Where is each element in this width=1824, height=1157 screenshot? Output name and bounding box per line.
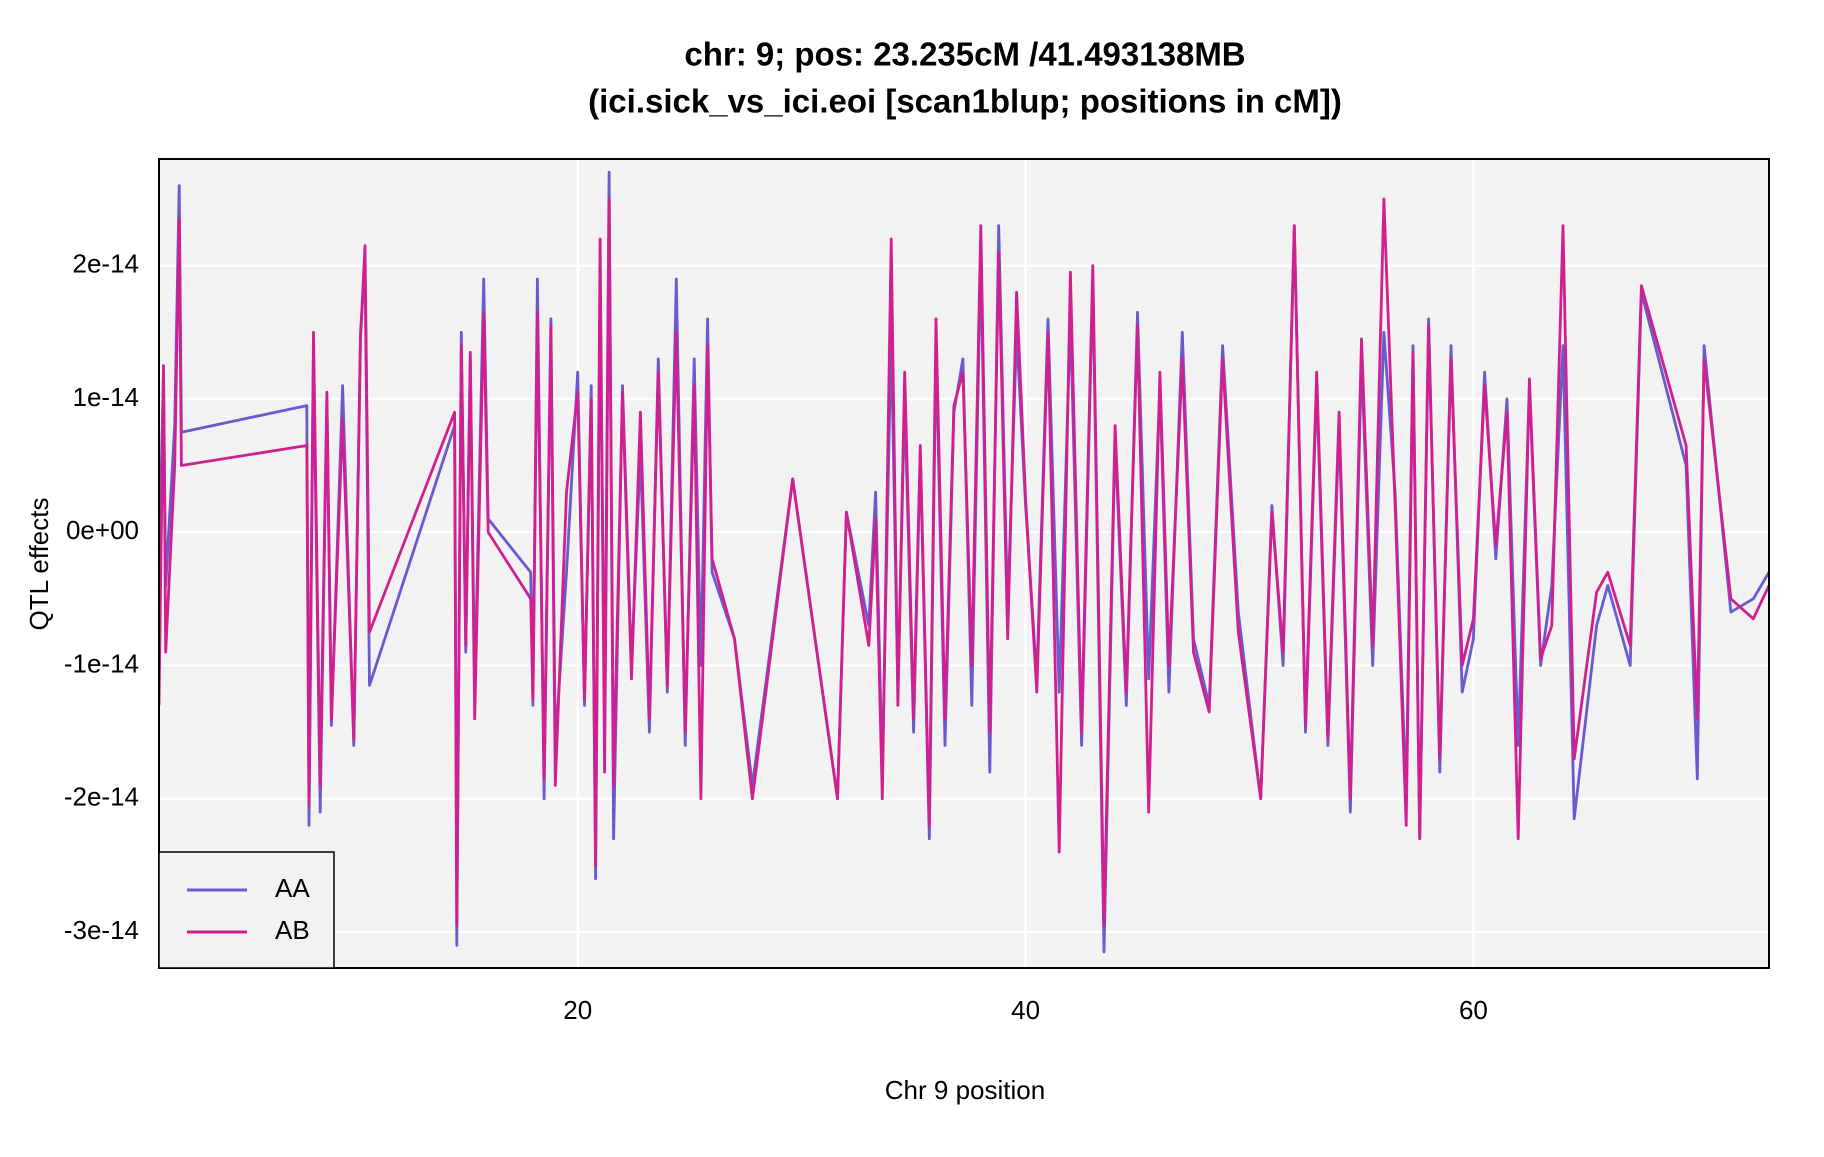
y-tick-label: 2e-14 — [73, 248, 140, 278]
y-tick-label: -2e-14 — [64, 782, 139, 812]
y-tick-label: -3e-14 — [64, 915, 139, 945]
plot-panel — [159, 159, 1769, 968]
x-axis-label: Chr 9 position — [885, 1075, 1045, 1105]
legend-label: AB — [275, 915, 310, 945]
x-tick-label: 60 — [1459, 995, 1488, 1025]
y-tick-label: -1e-14 — [64, 648, 139, 678]
chart-title: chr: 9; pos: 23.235cM /41.493138MB — [684, 36, 1245, 73]
y-tick-label: 1e-14 — [73, 382, 140, 412]
legend-box — [158, 851, 335, 969]
chart-subtitle: (ici.sick_vs_ici.eoi [scan1blup; positio… — [588, 83, 1342, 120]
y-tick-label: 0e+00 — [66, 515, 139, 545]
x-tick-label: 40 — [1011, 995, 1040, 1025]
y-axis-label: QTL effects — [24, 498, 54, 631]
plot-border — [158, 158, 1770, 969]
legend-label: AA — [275, 873, 310, 903]
x-tick-label: 20 — [563, 995, 592, 1025]
series-line — [159, 197, 1769, 927]
